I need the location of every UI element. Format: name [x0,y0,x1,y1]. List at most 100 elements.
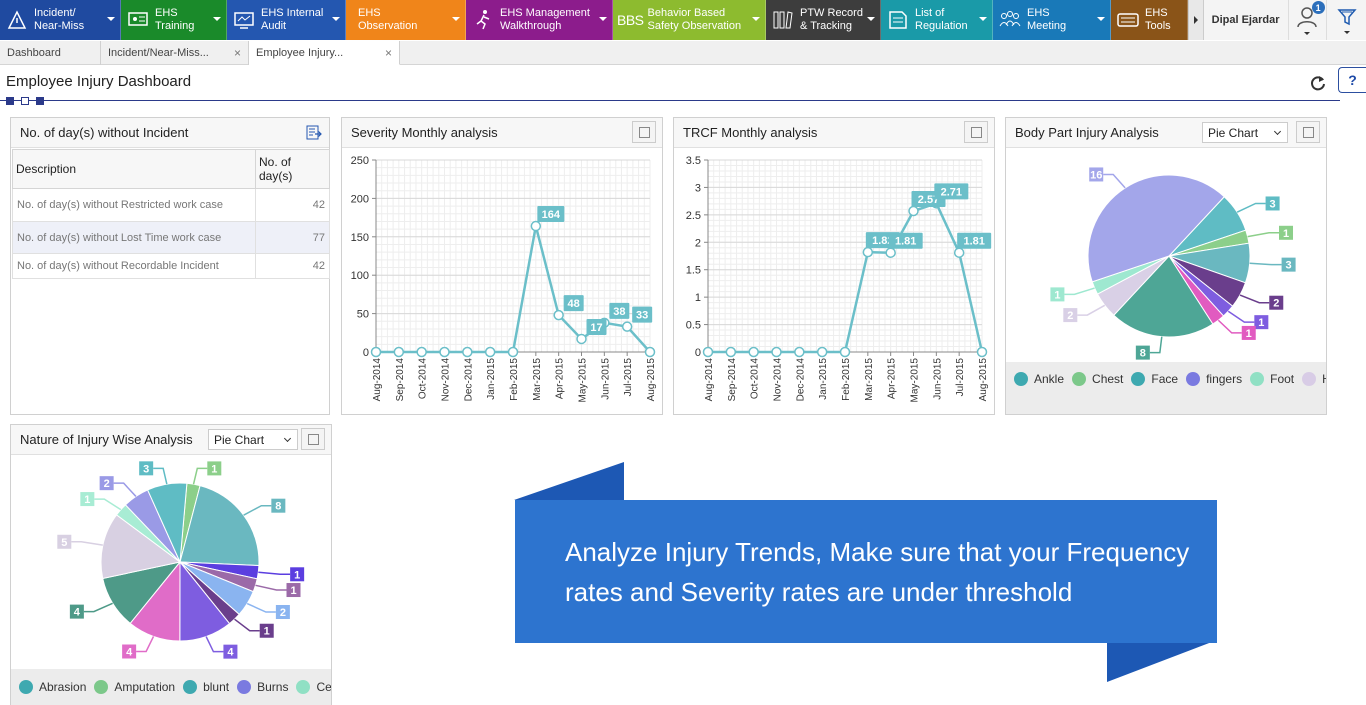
module-training[interactable]: EHS Training [121,0,227,40]
data-label: 164 [537,206,565,223]
pie-data-label: 1 [259,623,274,638]
row-days: 42 [255,188,330,222]
data-point [725,346,737,358]
export-icon[interactable] [306,125,322,141]
panel-header: Severity Monthly analysis [342,118,662,148]
x-tick-label: Jan-2015 [486,358,497,400]
banner-ribbon-fold [1107,640,1217,682]
pie-label-text: 8 [275,501,281,513]
table-row[interactable]: No. of day(s) without Recordable Inciden… [12,253,330,279]
chart-type-select[interactable]: Pie Chart [208,429,298,450]
pie-label-box [1050,287,1065,302]
maximize-button[interactable] [301,428,325,450]
ptw-icon [770,7,796,33]
pie-slice [1113,255,1214,338]
x-tick-label: Mar-2015 [864,358,875,401]
legend-item[interactable]: Amputation [94,680,175,694]
module-incident[interactable]: Incident/ Near-Miss [0,0,121,40]
refresh-icon[interactable] [1309,74,1327,92]
maximize-button[interactable] [632,121,656,143]
column-header-days: No. of day(s) [255,149,330,189]
pie-leader-line [113,482,137,497]
y-tick-label: 2.5 [686,210,701,222]
module-audit[interactable]: EHS Internal Audit [227,0,346,40]
banner-ribbon-fold [514,462,624,502]
promo-banner: Analyze Injury Trends, Make sure that yo… [515,500,1217,643]
data-label-box [609,302,630,319]
legend-item[interactable]: blunt [183,680,229,694]
pie-leader-line [234,618,260,632]
module-observation[interactable]: EHS Observation [346,0,466,40]
maximize-button[interactable] [964,121,988,143]
legend-label: Chest [1092,372,1124,386]
x-tick-label: Nov-2014 [441,358,452,402]
close-icon[interactable]: × [384,45,392,60]
module-walkthrough[interactable]: EHS Management Walkthrough [466,0,613,40]
module-regulation[interactable]: List of Regulation [881,0,993,40]
pie-label-text: 2 [104,478,110,490]
user-notifications-button[interactable]: 1 [1288,0,1328,40]
module-bbs[interactable]: BBS Behavior Based Safety Observation [613,0,766,40]
legend-swatch [296,680,311,694]
x-tick-label: Jan-2015 [818,358,829,400]
tab-employee-injury[interactable]: Employee Injury... × [249,41,400,65]
chevron-down-icon [979,17,987,21]
nature-of-injury-panel: Nature of Injury Wise Analysis Pie Chart… [10,424,332,705]
data-label-text: 1.81 [895,236,916,248]
x-tick-label: Mar-2015 [532,358,543,401]
close-icon[interactable]: × [233,46,241,60]
legend-item[interactable]: fingers [1186,372,1242,386]
pie-label-box [1089,167,1104,182]
data-point [816,346,828,358]
panel-header: Nature of Injury Wise Analysis Pie Chart [11,425,331,455]
tab-dashboard[interactable]: Dashboard [0,41,101,65]
data-label-box [957,232,992,249]
module-tools[interactable]: EHS Tools [1111,0,1188,40]
help-button[interactable]: ? [1338,67,1366,93]
x-tick-label: Jul-2015 [955,358,966,397]
user-name[interactable]: Dipal Ejardar [1203,0,1289,40]
more-modules-arrow[interactable] [1188,0,1204,40]
x-tick-label: Nov-2014 [773,358,784,402]
filter-button[interactable] [1327,0,1366,40]
chart-type-select[interactable]: Pie Chart [1202,122,1288,143]
legend-item[interactable]: Cer [296,680,331,694]
pie-data-label: 1 [1050,287,1065,302]
legend-item[interactable]: Chest [1072,372,1123,386]
y-tick-label: 1.5 [686,265,701,277]
legend-item[interactable]: Face [1131,372,1178,386]
data-point [576,333,587,345]
tab-incident-near-miss[interactable]: Incident/Near-Miss... × [101,41,249,65]
pie-leader-line [136,636,155,653]
legend-item[interactable]: Foot [1250,372,1294,386]
chevron-down-icon [1304,31,1311,35]
table-row[interactable]: No. of day(s) without Lost Time work cas… [12,221,330,254]
data-point [439,346,450,358]
severity-line-chart: 0 50 100 150 200 250 Aug-2014 Sep-2014 Oct-2014 N… [351,155,657,402]
data-point [748,346,759,358]
pie-label-text: 3 [143,463,149,475]
pie-label-text: 4 [227,647,234,659]
table-row[interactable]: No. of day(s) without Restricted work ca… [12,188,330,222]
module-meeting[interactable]: EHS Meeting [993,0,1111,40]
legend-item[interactable]: Burns [237,680,288,694]
pie-leader-line [243,504,272,516]
divider-knob [21,97,29,105]
x-tick-label: Feb-2015 [509,358,520,401]
legend-item[interactable]: He [1302,372,1326,386]
pie-label-text: 1 [1283,228,1289,240]
legend-item[interactable]: Abrasion [19,680,86,694]
maximize-icon [638,126,650,138]
legend-swatch [1014,372,1028,386]
panel-title: Nature of Injury Wise Analysis [20,432,193,447]
data-point [885,247,896,258]
maximize-button[interactable] [1296,121,1320,143]
legend-item[interactable]: Ankle [1014,372,1064,386]
data-point [908,205,919,217]
banner-line: rates and Severity rates are under thres… [565,576,1073,607]
body-part-panel: Body Part Injury Analysis Pie Chart 3 1 3 2… [1005,117,1327,415]
regulation-icon [885,7,911,33]
pie-slice [1087,174,1225,283]
pie-data-label: 2 [275,604,290,619]
module-ptw[interactable]: PTW Record & Tracking [766,0,881,40]
